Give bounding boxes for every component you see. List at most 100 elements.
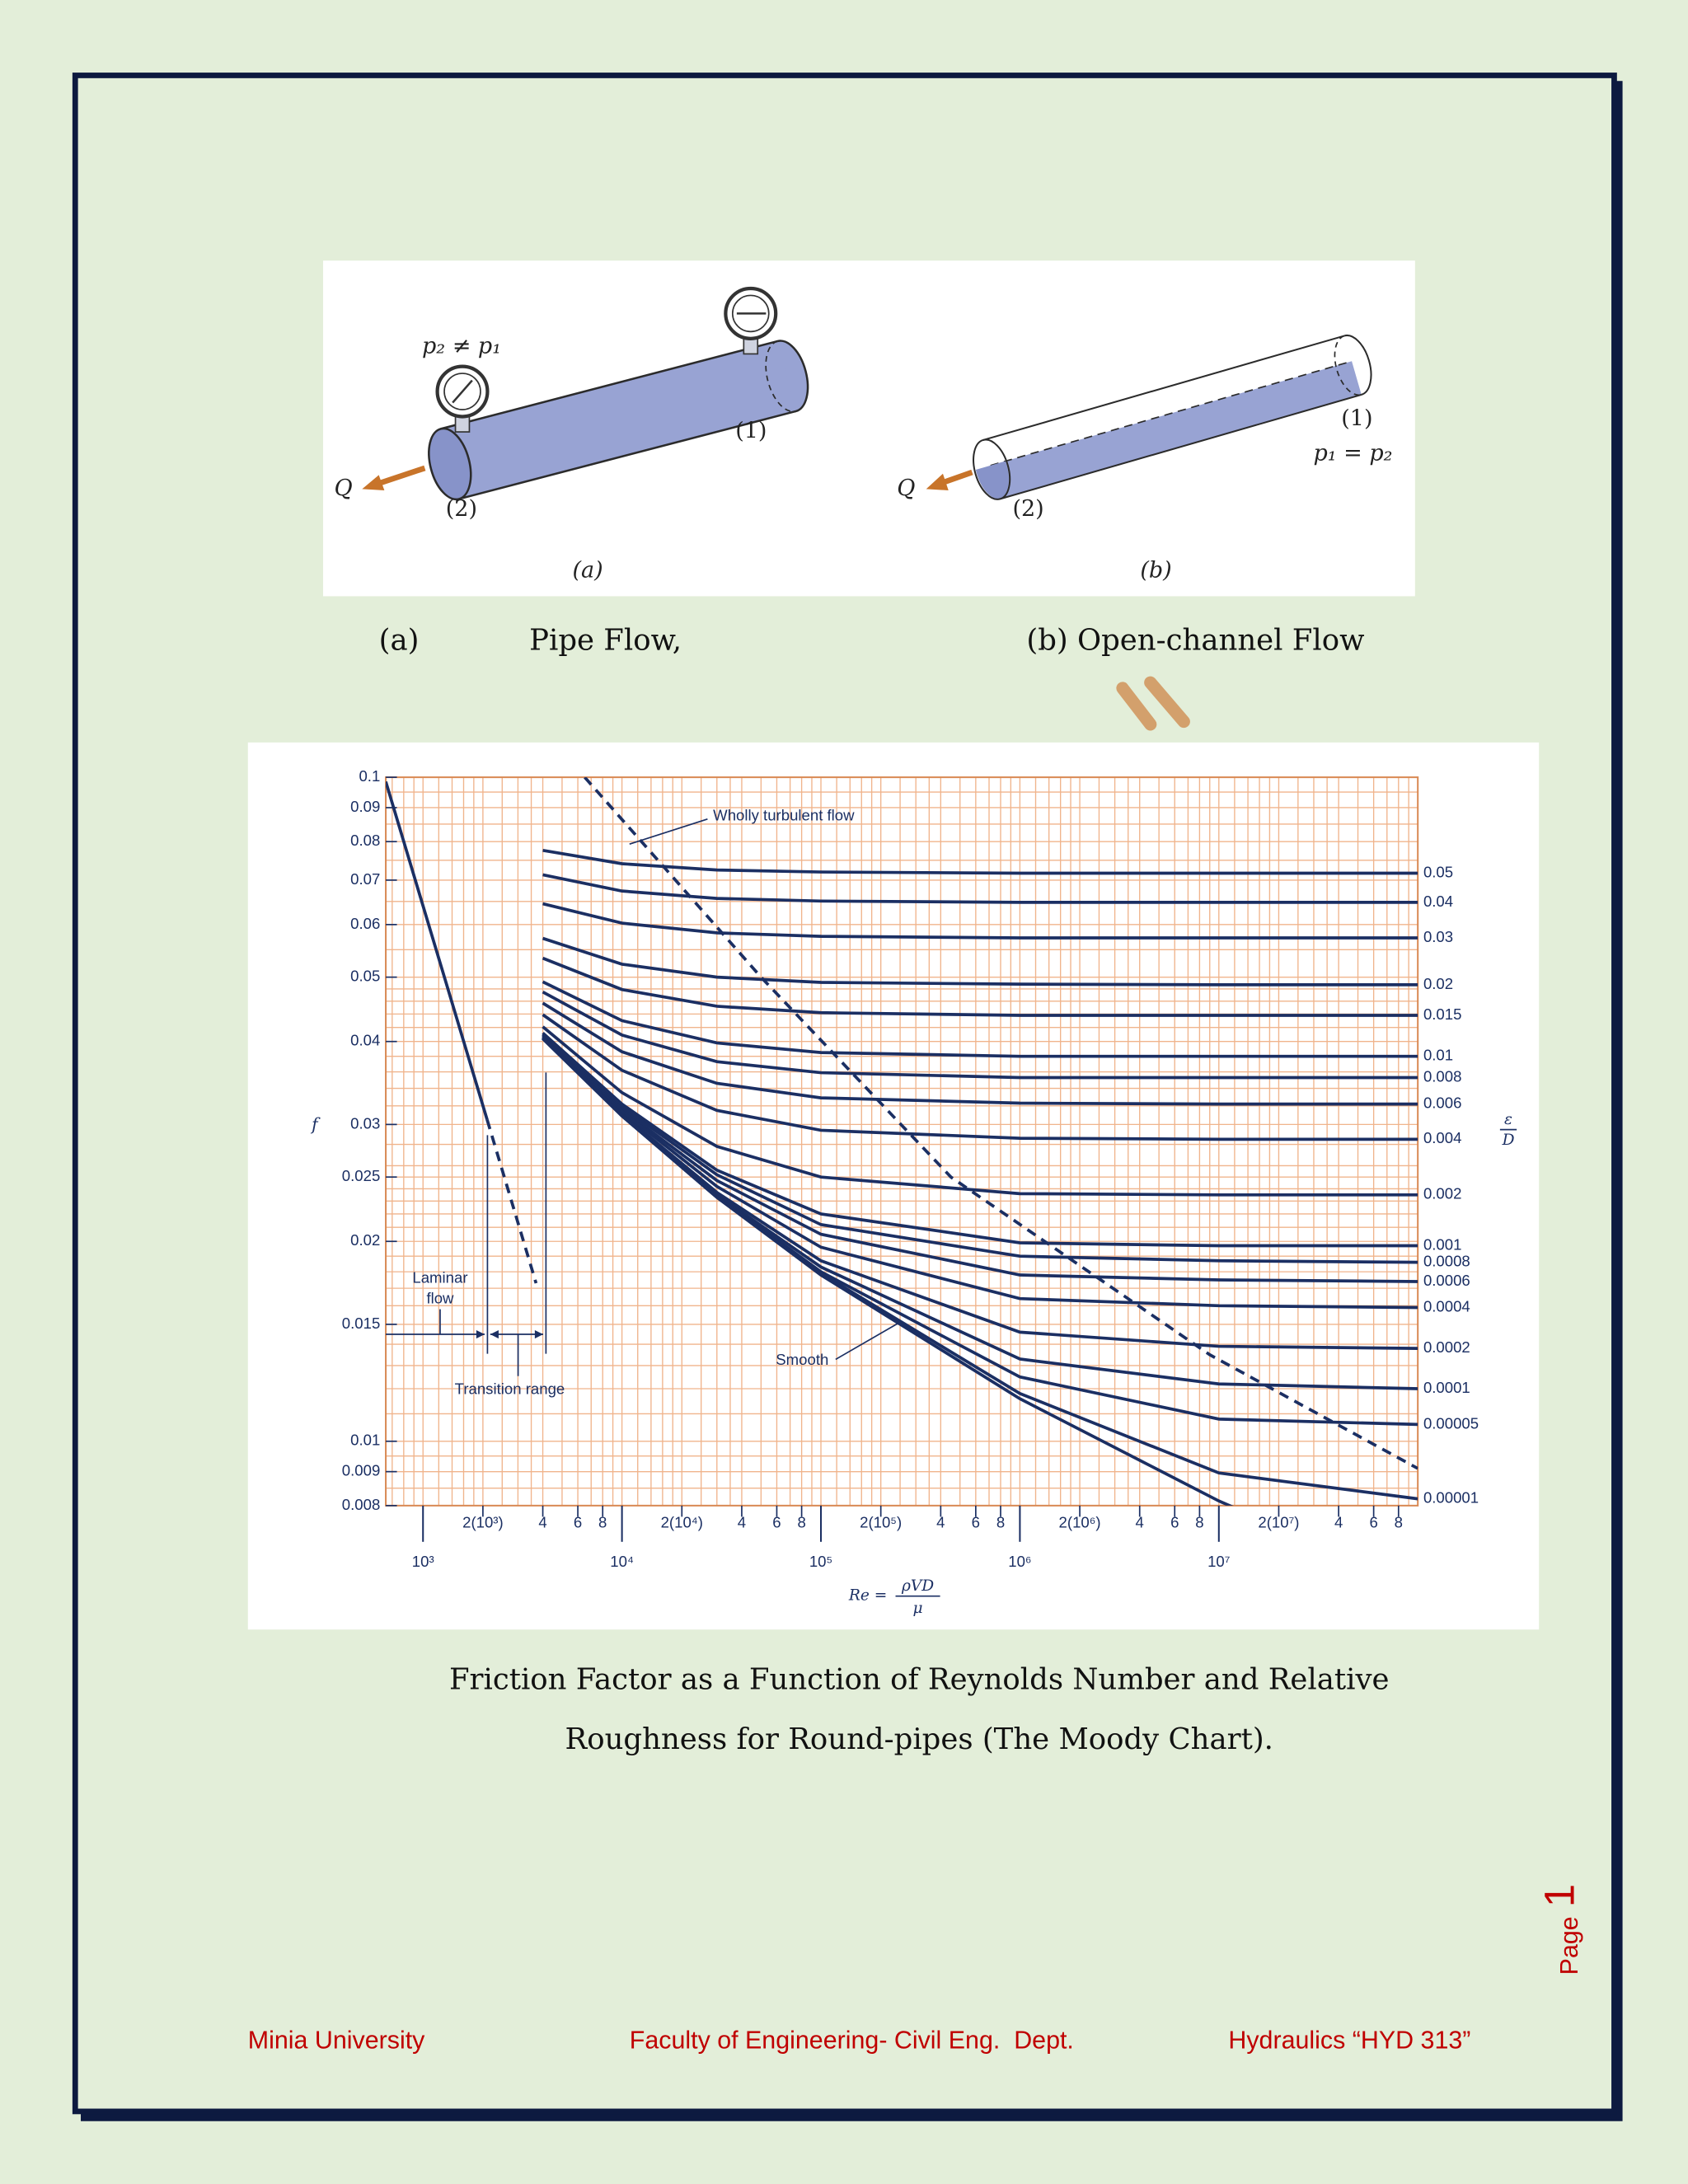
x-minor-tick-label: 2(10⁶)	[1059, 1514, 1101, 1531]
curve-label: 0.02	[1423, 975, 1453, 992]
x-minor-tick-label: 2(10³)	[462, 1514, 504, 1531]
flow-label: Q	[335, 476, 353, 501]
chart-caption: Friction Factor as a Function of Reynold…	[449, 1662, 1390, 1696]
decoration	[1116, 682, 1157, 731]
x-axis-label: μ	[913, 1600, 923, 1617]
moody-chart: 0.1 0.09 0.08 0.07 0.06 0.05 0.04 0.03 0.025 0.02…	[342, 767, 1479, 1570]
y-tick-label: 0.01	[350, 1432, 380, 1449]
pipe-flow-illustration: p₂ ≠ p₁ (1) (2) Q (a)	[335, 286, 809, 583]
section-label: (1)	[1341, 405, 1372, 431]
x-tick-label: 10⁵	[809, 1553, 832, 1570]
flow-label: Q	[897, 476, 915, 501]
x-minor-tick-label: 2(10⁴)	[661, 1514, 703, 1531]
flow-arrowhead	[362, 475, 385, 491]
section-label: (2)	[1012, 496, 1043, 522]
roughness-curve	[542, 873, 1418, 904]
caption: (a)	[379, 624, 420, 658]
roughness-curve	[542, 956, 1418, 1017]
plot-area	[386, 777, 1418, 1506]
channel-end	[973, 438, 1011, 500]
channel-edge	[982, 335, 1345, 441]
x-minor-tick-label: 6	[574, 1514, 582, 1531]
caption: Pipe Flow,	[529, 624, 682, 658]
reference-line	[485, 1119, 538, 1284]
channel-end	[1343, 334, 1372, 396]
smooth-leader	[835, 1322, 899, 1361]
pipe-edge	[458, 410, 796, 500]
pipe-end	[428, 427, 472, 501]
curve-label: 0.004	[1423, 1129, 1461, 1146]
curve-label: 0.05	[1423, 863, 1453, 880]
y-tick-label: 0.02	[350, 1231, 380, 1249]
footer-left: Minia University	[248, 2026, 425, 2054]
x-minor-tick-label: 8	[598, 1514, 607, 1531]
turbulent-leader	[629, 818, 708, 846]
roughness-curve	[542, 980, 1418, 1058]
curve-label: 0.002	[1423, 1185, 1461, 1202]
annotation: Laminar	[412, 1268, 467, 1286]
reference-line	[386, 780, 489, 1121]
roughness-curve	[542, 1001, 1418, 1106]
x-minor-tick-label: 8	[797, 1514, 805, 1531]
roughness-curve	[542, 1033, 1418, 1264]
x-tick-label: 10⁷	[1207, 1553, 1230, 1570]
x-minor-tick-label: 2(10⁷)	[1258, 1514, 1299, 1531]
section-label: (2)	[446, 496, 477, 522]
x-tick-label: 10⁶	[1008, 1553, 1031, 1570]
arrowhead	[490, 1329, 499, 1339]
x-minor-tick-label: 6	[1170, 1514, 1179, 1531]
x-axis-label: ρVD	[901, 1577, 934, 1595]
flow-arrow	[377, 465, 426, 486]
panel-label: (a)	[572, 558, 603, 583]
panel-label: (b)	[1140, 558, 1171, 583]
curve-label: 0.0006	[1423, 1272, 1470, 1289]
chart-background	[247, 742, 1540, 1630]
flow-arrowhead	[926, 473, 949, 491]
channel-edge	[1000, 393, 1362, 500]
x-minor-tick-label: 4	[1136, 1514, 1144, 1531]
roughness-curve	[542, 1025, 1418, 1197]
reference-line	[584, 777, 1418, 1470]
smooth-curve	[542, 1037, 1234, 1506]
pipe-edge	[440, 340, 778, 430]
footer-right: Hydraulics “HYD 313”	[1228, 2026, 1470, 2054]
arrowhead	[476, 1329, 485, 1339]
y-tick-label: 0.08	[350, 832, 380, 849]
annotation: flow	[426, 1290, 454, 1307]
transition-markers	[386, 818, 899, 1376]
x-minor-tick-label: 2(10⁵)	[860, 1514, 902, 1531]
y2-axis-label: ε	[1504, 1111, 1512, 1128]
x-minor-tick-label: 6	[972, 1514, 980, 1531]
x-axis-label: Re =	[848, 1587, 887, 1605]
pipe	[428, 340, 809, 501]
flow-arrow	[943, 469, 973, 485]
plot-frame	[385, 776, 1419, 1507]
y-tick-label: 0.06	[350, 915, 380, 932]
curve-label: 0.006	[1423, 1094, 1461, 1112]
y-tick-label: 0.07	[350, 870, 380, 888]
water	[990, 361, 1362, 499]
curve-label: 0.015	[1423, 1005, 1461, 1023]
annotation: Wholly turbulent flow	[713, 806, 855, 823]
y-tick-label: 0.008	[342, 1496, 381, 1513]
y-tick-label: 0.09	[350, 798, 380, 815]
curve-label: 0.04	[1423, 893, 1453, 910]
footer-center: Faculty of Engineering- Civil Eng. Dept.	[630, 2026, 1074, 2054]
curve-label: 0.00005	[1423, 1414, 1479, 1432]
y-tick-label: 0.009	[342, 1462, 381, 1479]
curve-label: 0.001	[1423, 1235, 1461, 1253]
roughness-curve	[542, 936, 1418, 987]
x-minor-tick-label: 4	[738, 1514, 746, 1531]
y-tick-label: 0.05	[350, 968, 380, 985]
arrowhead	[534, 1329, 544, 1339]
pipe-body	[440, 340, 796, 499]
channel	[973, 334, 1372, 500]
x-minor-tick-label: 8	[1195, 1514, 1203, 1531]
gauge-needle	[452, 379, 473, 404]
annotation: Smooth	[776, 1351, 828, 1368]
y-tick-label: 0.015	[342, 1315, 381, 1332]
x-minor-tick-label: 8	[1395, 1514, 1403, 1531]
y-tick-label: 0.025	[342, 1167, 381, 1184]
roughness-curve	[542, 1035, 1418, 1310]
